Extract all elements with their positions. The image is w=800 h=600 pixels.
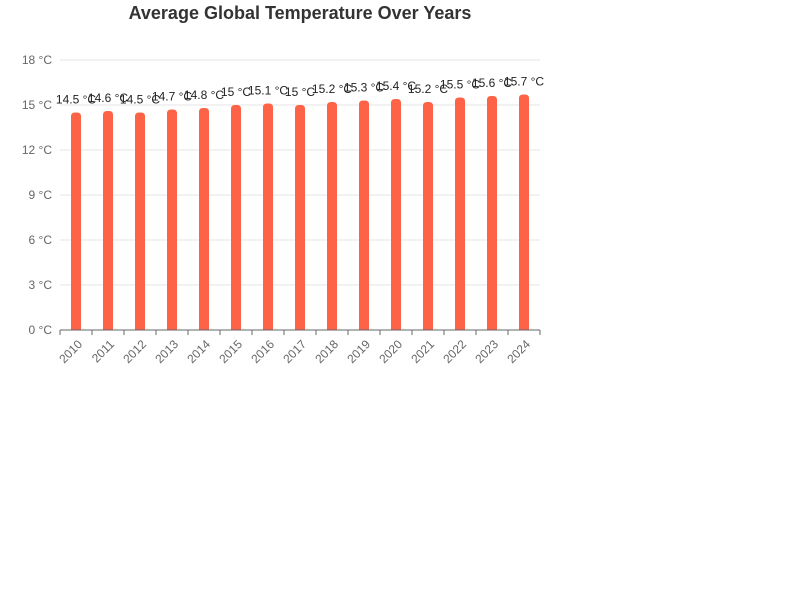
y-tick-label: 3 °C	[29, 278, 53, 292]
x-tick-label: 2023	[472, 337, 501, 366]
y-tick-label: 6 °C	[29, 233, 53, 247]
x-axis-ticks: 2010 2011 2012 2013 2014 2015 2016 2017 2018 2019…	[56, 337, 533, 366]
bar[interactable]	[359, 100, 369, 331]
x-tick-label: 2020	[376, 337, 405, 366]
y-axis-ticks: 0 °C 3 °C 6 °C 9 °C 12 °C 15 °C 18 °C	[22, 53, 52, 337]
data-label: 14.8 °C	[184, 88, 224, 102]
x-tick-label: 2011	[89, 337, 117, 365]
x-tick-label: 2010	[56, 337, 85, 366]
data-label: 14.6 °C	[88, 91, 128, 105]
data-label: 15.1 °C	[248, 84, 288, 98]
data-label: 15.2 °C	[408, 82, 448, 96]
y-tick-label: 12 °C	[22, 143, 52, 157]
x-tick-label: 2017	[280, 337, 309, 366]
chart-title: Average Global Temperature Over Years	[128, 3, 472, 23]
y-tick-label: 9 °C	[29, 188, 53, 202]
bar[interactable]	[167, 109, 177, 331]
data-label: 15.5 °C	[440, 78, 480, 92]
x-tick-label: 2022	[440, 337, 469, 366]
bar[interactable]	[391, 99, 401, 330]
bar[interactable]	[455, 97, 465, 331]
data-label: 15 °C	[285, 85, 315, 99]
x-tick-label: 2014	[184, 337, 213, 366]
x-tick-label: 2016	[248, 337, 277, 366]
bar[interactable]	[519, 94, 529, 331]
data-label: 14.7 °C	[152, 90, 192, 104]
y-tick-label: 0 °C	[29, 323, 53, 337]
x-tick-label: 2024	[504, 337, 533, 366]
bar[interactable]	[71, 112, 81, 331]
data-label: 15.7 °C	[504, 75, 544, 89]
data-label: 14.5 °C	[56, 93, 96, 107]
data-label: 14.5 °C	[120, 93, 160, 107]
bar[interactable]	[423, 102, 433, 330]
x-tick-label: 2018	[312, 337, 341, 366]
x-tick-label: 2015	[216, 337, 245, 366]
data-labels: 14.5 °C14.6 °C14.5 °C14.7 °C14.8 °C15 °C…	[56, 75, 544, 107]
y-tick-label: 15 °C	[22, 98, 52, 112]
x-tick-label: 2012	[120, 337, 149, 366]
bar[interactable]	[103, 111, 113, 330]
data-label: 15.4 °C	[376, 79, 416, 93]
x-tick-label: 2013	[152, 337, 181, 366]
bar[interactable]	[295, 105, 305, 330]
x-tick-label: 2019	[344, 337, 373, 366]
bars	[71, 94, 529, 331]
bar[interactable]	[135, 112, 145, 331]
bar[interactable]	[327, 102, 337, 330]
data-label: 15.2 °C	[312, 82, 352, 96]
bar[interactable]	[487, 96, 497, 330]
data-label: 15.6 °C	[472, 76, 512, 90]
y-tick-label: 18 °C	[22, 53, 52, 67]
bar[interactable]	[263, 103, 273, 331]
x-tick-label: 2021	[408, 337, 437, 366]
data-label: 15 °C	[221, 85, 251, 99]
data-label: 15.3 °C	[344, 81, 384, 95]
bar[interactable]	[199, 108, 209, 330]
bar[interactable]	[231, 105, 241, 330]
x-axis	[59, 329, 541, 335]
